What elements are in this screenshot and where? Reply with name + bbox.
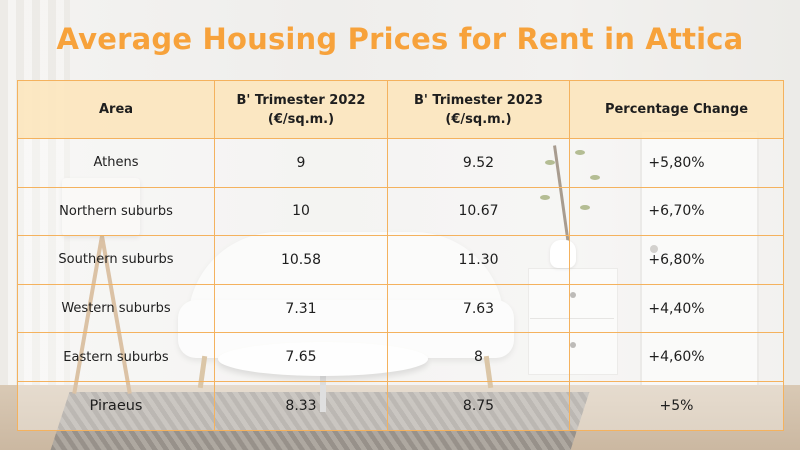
header-percentage-change: Percentage Change <box>569 80 784 139</box>
header-trimester-2022: B' Trimester 2022 (€/sq.m.) <box>214 80 388 139</box>
cell-2023: 8.75 <box>387 380 570 431</box>
cell-change: +4,40% <box>569 283 784 334</box>
header-2023-unit: (€/sq.m.) <box>445 111 512 127</box>
table-row: Athens 9 9.52 +5,80% <box>17 138 784 188</box>
cell-area: Northern suburbs <box>17 186 215 237</box>
header-2022-unit: (€/sq.m.) <box>267 111 335 127</box>
cell-2022: 7.65 <box>214 332 388 382</box>
cell-2022: 8.33 <box>214 380 388 431</box>
header-area: Area <box>17 80 215 139</box>
cell-2023: 11.30 <box>387 235 570 285</box>
cell-change: +5,80% <box>569 138 784 188</box>
page-title: Average Housing Prices for Rent in Attic… <box>56 22 744 56</box>
table-row: Western suburbs 7.31 7.63 +4,40% <box>17 283 784 334</box>
cell-area: Western suburbs <box>17 283 215 334</box>
header-change-label: Percentage Change <box>604 102 749 117</box>
cell-2022: 7.31 <box>214 283 388 334</box>
table-row: Northern suburbs 10 10.67 +6,70% <box>17 186 784 237</box>
cell-area: Athens <box>17 138 215 188</box>
housing-prices-table: Area B' Trimester 2022 (€/sq.m.) B' Trim… <box>17 80 784 431</box>
cell-area: Southern suburbs <box>17 235 215 285</box>
cell-change: +6,70% <box>569 186 784 237</box>
cell-2023: 8 <box>387 332 570 382</box>
table-row: Piraeus 8.33 8.75 +5% <box>17 380 784 431</box>
cell-change: +4,60% <box>569 332 784 382</box>
cell-2022: 10.58 <box>214 235 388 285</box>
cell-change: +6,80% <box>569 235 784 285</box>
cell-area: Piraeus <box>17 380 215 431</box>
header-2023-label: B' Trimester 2023 <box>414 92 543 108</box>
cell-2022: 9 <box>214 138 388 188</box>
table-header-row: Area B' Trimester 2022 (€/sq.m.) B' Trim… <box>17 80 784 139</box>
cell-area: Eastern suburbs <box>17 332 215 382</box>
cell-2022: 10 <box>214 186 388 237</box>
cell-2023: 10.67 <box>387 186 570 237</box>
cell-2023: 7.63 <box>387 283 570 334</box>
table-row: Eastern suburbs 7.65 8 +4,60% <box>17 332 784 382</box>
header-trimester-2023: B' Trimester 2023 (€/sq.m.) <box>387 80 570 139</box>
table-row: Southern suburbs 10.58 11.30 +6,80% <box>17 235 784 285</box>
cell-2023: 9.52 <box>387 138 570 188</box>
header-area-label: Area <box>98 102 134 117</box>
header-2022-label: B' Trimester 2022 <box>236 92 366 108</box>
cell-change: +5% <box>569 380 784 431</box>
